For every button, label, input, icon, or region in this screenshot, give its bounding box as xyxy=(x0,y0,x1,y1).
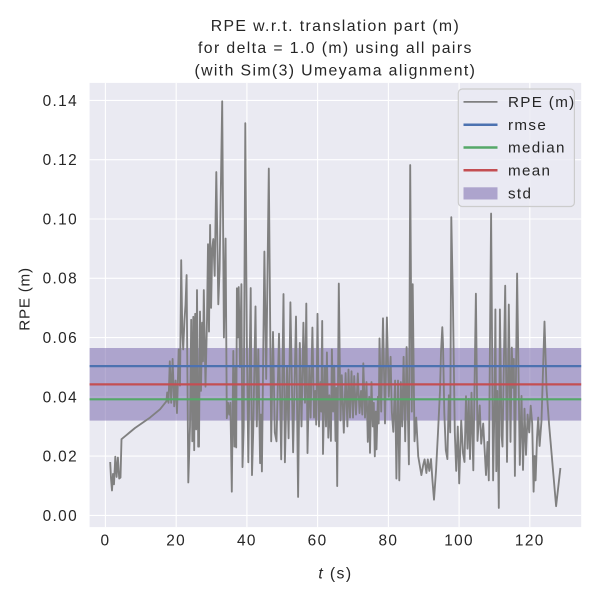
svg-text:RPE (m): RPE (m) xyxy=(17,267,34,331)
svg-text:80: 80 xyxy=(378,533,398,550)
svg-text:std: std xyxy=(508,185,532,202)
svg-text:20: 20 xyxy=(166,533,186,550)
svg-text:mean: mean xyxy=(508,163,551,180)
svg-text:(with Sim(3) Umeyama alignment: (with Sim(3) Umeyama alignment) xyxy=(194,62,476,79)
svg-text:0.04: 0.04 xyxy=(43,389,78,406)
svg-text:for delta = 1.0 (m) using all: for delta = 1.0 (m) using all pairs xyxy=(198,40,473,57)
svg-text:0.10: 0.10 xyxy=(43,211,78,228)
svg-text:100: 100 xyxy=(444,533,474,550)
svg-text:40: 40 xyxy=(237,533,257,550)
svg-text:0.02: 0.02 xyxy=(43,449,78,466)
svg-text:t (s): t (s) xyxy=(318,566,352,583)
svg-text:0: 0 xyxy=(100,533,110,550)
svg-text:0.14: 0.14 xyxy=(43,93,78,110)
svg-text:rmse: rmse xyxy=(508,117,547,134)
svg-text:0.06: 0.06 xyxy=(43,330,78,347)
svg-text:60: 60 xyxy=(308,533,328,550)
svg-text:median: median xyxy=(508,140,566,157)
svg-text:120: 120 xyxy=(515,533,545,550)
svg-text:0.08: 0.08 xyxy=(43,271,78,288)
svg-text:RPE w.r.t. translation part (m: RPE w.r.t. translation part (m) xyxy=(211,18,460,35)
svg-text:RPE (m): RPE (m) xyxy=(508,94,576,111)
svg-text:0.12: 0.12 xyxy=(43,152,78,169)
svg-text:0.00: 0.00 xyxy=(43,508,78,525)
